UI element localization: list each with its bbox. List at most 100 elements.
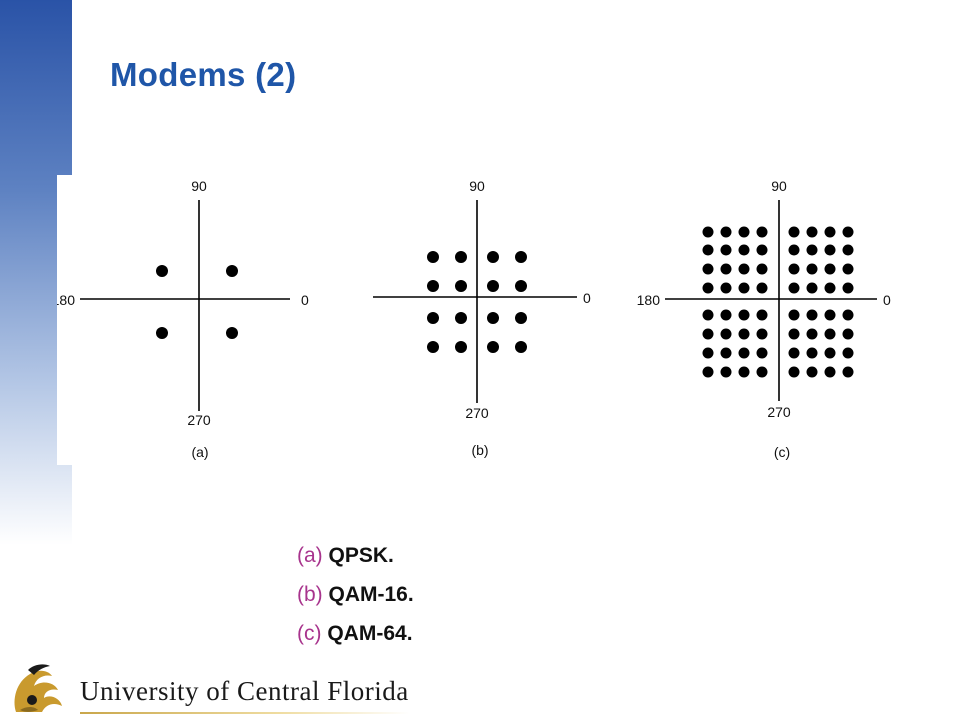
- constellation-point: [702, 244, 714, 256]
- caption-c: (c) QAM-64.: [297, 614, 414, 653]
- constellation-point: [842, 282, 854, 294]
- footer-gold-rule: [80, 712, 410, 714]
- constellation-point: [824, 226, 836, 238]
- constellation-point: [756, 309, 768, 321]
- constellation-point: [515, 280, 527, 292]
- constellation-point: [788, 347, 800, 359]
- constellation-point: [824, 309, 836, 321]
- constellation-point: [427, 251, 439, 263]
- constellation-point: [788, 226, 800, 238]
- constellation-point: [756, 347, 768, 359]
- constellation-point: [427, 280, 439, 292]
- constellation-point: [738, 244, 750, 256]
- constellation-point: [806, 347, 818, 359]
- constellation-point: [720, 328, 732, 340]
- constellation-point: [806, 328, 818, 340]
- ucf-pegasus-logo-icon: [14, 664, 63, 712]
- constellation-point: [720, 347, 732, 359]
- constellation-point: [842, 226, 854, 238]
- constellation-point: [842, 244, 854, 256]
- constellation-point: [824, 347, 836, 359]
- constellation-point: [156, 265, 168, 277]
- constellation-point: [756, 328, 768, 340]
- constellation-point: [788, 263, 800, 275]
- constellation-point: [738, 366, 750, 378]
- constellation-point: [788, 366, 800, 378]
- constellation-point: [756, 244, 768, 256]
- constellation-point: [427, 341, 439, 353]
- constellation-point: [756, 282, 768, 294]
- constellation-point: [702, 263, 714, 275]
- constellation-point: [842, 309, 854, 321]
- constellation-point: [455, 341, 467, 353]
- diagram-c-label-180: 180: [637, 292, 661, 308]
- caption-b: (b) QAM-16.: [297, 575, 414, 614]
- constellation-point: [738, 347, 750, 359]
- diagram-b-label-90: 90: [469, 178, 485, 194]
- caption-a: (a) QPSK.: [297, 536, 414, 575]
- constellation-point: [824, 263, 836, 275]
- constellation-point: [806, 263, 818, 275]
- diagram-b-sublabel: (b): [471, 442, 488, 458]
- constellation-point: [824, 366, 836, 378]
- diagram-a-label-90: 90: [191, 178, 207, 194]
- constellation-point: [806, 226, 818, 238]
- caption-c-text: QAM-64.: [327, 622, 413, 645]
- caption-b-text: QAM-16.: [328, 583, 414, 606]
- constellation-point: [738, 282, 750, 294]
- constellation-point: [720, 366, 732, 378]
- constellation-point: [738, 226, 750, 238]
- constellation-point: [487, 341, 499, 353]
- constellation-point: [842, 328, 854, 340]
- constellation-point: [487, 251, 499, 263]
- constellation-point: [842, 366, 854, 378]
- constellation-point: [738, 263, 750, 275]
- constellation-point: [842, 347, 854, 359]
- constellation-point: [702, 282, 714, 294]
- constellation-point: [738, 328, 750, 340]
- diagram-a-sublabel: (a): [191, 444, 208, 460]
- constellation-point: [720, 282, 732, 294]
- constellation-point: [824, 282, 836, 294]
- constellation-point: [788, 328, 800, 340]
- caption-a-letter: (a): [297, 544, 323, 567]
- constellation-point: [720, 309, 732, 321]
- constellation-point: [515, 312, 527, 324]
- constellation-point: [806, 366, 818, 378]
- caption-c-letter: (c): [297, 622, 322, 645]
- diagram-c-label-270: 270: [767, 404, 791, 420]
- constellation-point: [455, 251, 467, 263]
- constellation-point: [455, 312, 467, 324]
- constellation-svg: 90 270 180 0 (a) 90 270 0 (b) 90 270 180…: [57, 178, 891, 460]
- diagram-c: 90 270 180 0 (c): [637, 178, 891, 460]
- constellation-point: [788, 309, 800, 321]
- constellation-point: [756, 263, 768, 275]
- diagram-a-label-270: 270: [187, 412, 211, 428]
- constellation-point: [788, 244, 800, 256]
- constellation-point: [702, 226, 714, 238]
- constellation-point: [806, 309, 818, 321]
- constellation-point: [702, 347, 714, 359]
- constellation-point: [824, 244, 836, 256]
- constellation-point: [515, 341, 527, 353]
- diagram-a: 90 270 180 0 (a): [57, 178, 309, 460]
- constellation-point: [515, 251, 527, 263]
- university-name: University of Central Florida: [80, 676, 409, 706]
- constellation-point: [702, 366, 714, 378]
- constellation-point: [738, 309, 750, 321]
- caption-b-letter: (b): [297, 583, 323, 606]
- caption-a-text: QPSK.: [328, 544, 394, 567]
- constellation-point: [842, 263, 854, 275]
- constellation-point: [720, 263, 732, 275]
- diagram-b-label-270: 270: [465, 405, 489, 421]
- diagram-c-label-90: 90: [771, 178, 787, 194]
- constellation-point: [427, 312, 439, 324]
- constellation-point: [720, 226, 732, 238]
- caption-list: (a) QPSK. (b) QAM-16. (c) QAM-64.: [297, 536, 414, 653]
- constellation-figure: 90 270 180 0 (a) 90 270 0 (b) 90 270 180…: [57, 175, 937, 465]
- diagram-a-label-180: 180: [57, 292, 75, 308]
- constellation-point: [226, 327, 238, 339]
- constellation-point: [702, 328, 714, 340]
- diagram-b-label-0: 0: [583, 290, 591, 306]
- constellation-point: [487, 280, 499, 292]
